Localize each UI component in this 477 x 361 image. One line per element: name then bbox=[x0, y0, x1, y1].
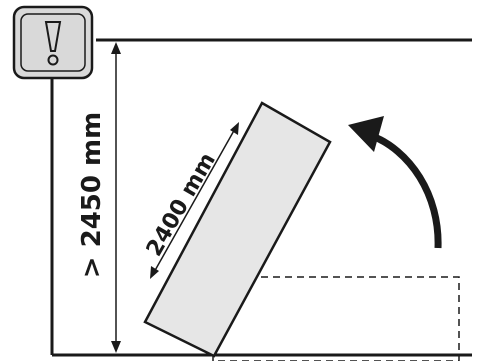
warning-badge bbox=[12, 5, 94, 80]
height-label: > 2450 mm bbox=[77, 112, 107, 278]
tilted-panel bbox=[143, 101, 332, 358]
lift-arrow-icon bbox=[348, 116, 442, 249]
height-dimension-line bbox=[111, 42, 121, 353]
exclamation-icon bbox=[44, 21, 62, 66]
panel-length-dimension-line bbox=[150, 122, 239, 279]
